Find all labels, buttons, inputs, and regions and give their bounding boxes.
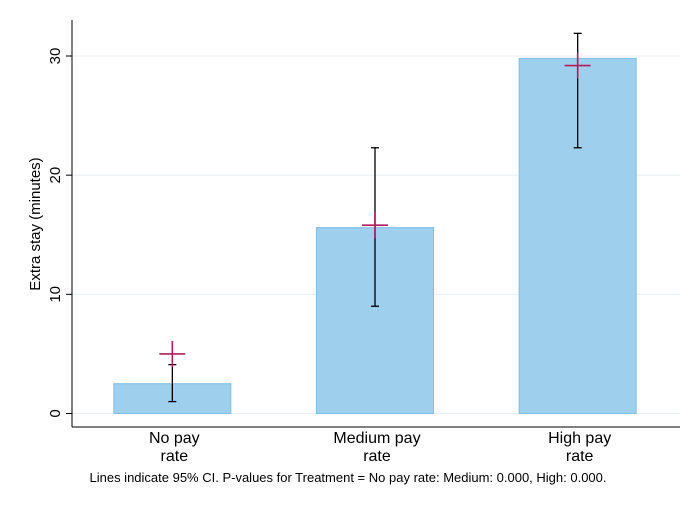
x-tick-label-2-line-1: Medium pay xyxy=(333,430,420,447)
point-estimates xyxy=(159,52,591,367)
y-tick-label-20: 20 xyxy=(47,167,64,184)
x-tick-label-1-line-1: No pay xyxy=(149,430,200,447)
footnote: Lines indicate 95% CI. P-values for Trea… xyxy=(89,470,607,485)
y-tick-label-10: 10 xyxy=(47,286,64,303)
y-tick-label-0: 0 xyxy=(47,409,64,417)
axes xyxy=(71,20,680,428)
y-ticks: 0 10 20 30 xyxy=(47,48,72,418)
y-tick-label-30: 30 xyxy=(47,48,64,65)
x-tick-label-3-line-1: High pay xyxy=(548,430,611,447)
x-tick-label-1-line-2: rate xyxy=(161,448,189,465)
y-axis-title: Extra stay (minutes) xyxy=(27,157,44,290)
x-tick-label-3-line-2: rate xyxy=(566,448,594,465)
x-tick-label-2-line-2: rate xyxy=(363,448,391,465)
